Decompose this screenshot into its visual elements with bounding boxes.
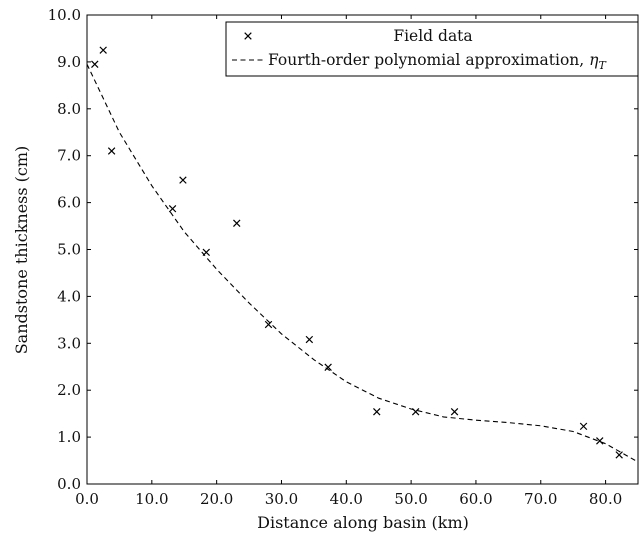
scatter-layer (91, 46, 623, 459)
legend-label-eta-symbol: η (589, 51, 599, 69)
fit-curve-layer (86, 63, 639, 463)
scatter-point (411, 408, 420, 416)
scatter-point (373, 408, 381, 416)
x-tick-label: 20.0 (200, 490, 233, 508)
polynomial-fit-line (86, 63, 639, 463)
scatter-point (579, 422, 588, 431)
x-tick-label: 80.0 (589, 490, 622, 508)
scatter-point (324, 363, 332, 371)
scatter-point (179, 176, 187, 184)
y-tick-label: 9.0 (57, 53, 81, 71)
x-tick-label: 40.0 (330, 490, 363, 508)
legend-label-polynomial: Fourth-order polynomial approximation, η… (268, 51, 607, 72)
scatter-point (168, 204, 177, 213)
y-tick-label: 5.0 (57, 241, 81, 259)
legend-box (225, 21, 639, 77)
scatter-point (91, 60, 99, 68)
scatter-point (305, 335, 314, 344)
scatter-point (107, 147, 116, 155)
scatter-point (264, 320, 273, 329)
legend-marker-field-data (244, 32, 252, 40)
x-tick-label: 70.0 (524, 490, 557, 508)
scatter-point (233, 219, 241, 227)
x-tick-label: 60.0 (459, 490, 492, 508)
scatter-point (615, 451, 623, 459)
legend: Field data Fourth-order polynomial appro… (225, 21, 639, 77)
y-tick-label: 10.0 (48, 6, 81, 24)
scatter-point (202, 248, 210, 257)
y-tick-label: 2.0 (57, 381, 81, 399)
y-tick-label: 3.0 (57, 334, 81, 352)
y-tick-label: 1.0 (57, 428, 81, 446)
y-tick-label: 6.0 (57, 194, 81, 212)
scatter-point (596, 437, 604, 445)
scatter-point (450, 408, 459, 416)
legend-label-field-data: Field data (393, 27, 472, 45)
x-tick-label: 10.0 (135, 490, 168, 508)
x-axis-label: Distance along basin (km) (257, 513, 469, 532)
y-axis-label: Sandstone thickness (cm) (12, 146, 31, 355)
x-tick-label: 0.0 (75, 490, 99, 508)
y-tick-label: 4.0 (57, 287, 81, 305)
legend-label-polynomial-text: Fourth-order polynomial approximation, (268, 51, 589, 69)
y-tick-label: 0.0 (57, 475, 81, 493)
x-tick-label: 50.0 (394, 490, 427, 508)
legend-label-eta-subscript: T (598, 59, 607, 72)
y-tick-label: 8.0 (57, 100, 81, 118)
scatter-point (99, 46, 107, 54)
x-tick-label: 30.0 (265, 490, 298, 508)
tick-layer: 0.0 10.0 20.0 30.0 40.0 50.0 60.0 70.0 80.0 0.0 1.… (48, 6, 638, 508)
y-tick-label: 7.0 (57, 147, 81, 165)
plot-area-frame (86, 14, 639, 485)
